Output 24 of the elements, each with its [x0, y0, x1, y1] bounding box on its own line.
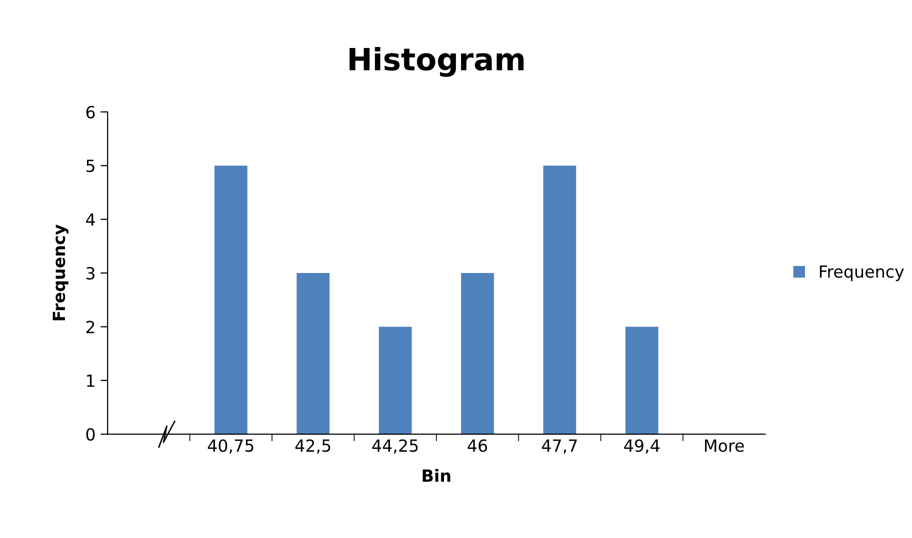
- y-tick-label: 6: [86, 106, 95, 118]
- x-tick-label: 40,75: [208, 439, 254, 454]
- x-axis-title: Bin: [422, 469, 450, 482]
- chart-title: Histogram: [350, 47, 524, 77]
- bar: [378, 326, 412, 434]
- x-tick-label: 44,25: [372, 439, 418, 454]
- y-tick-label: 3: [86, 266, 94, 280]
- bar: [296, 273, 330, 434]
- x-tick-label: More: [705, 440, 744, 452]
- x-tick-label: 46: [468, 439, 488, 452]
- y-tick-label: 1: [87, 374, 94, 387]
- y-tick-label: 5: [86, 160, 94, 172]
- y-tick-label: 2: [86, 320, 94, 334]
- bar: [625, 326, 658, 434]
- y-tick-label: 0: [86, 428, 95, 441]
- x-tick-label: 47,7: [542, 440, 577, 454]
- x-tick-label: 42,5: [295, 439, 330, 454]
- legend-label: Frequency: [820, 265, 904, 282]
- y-axis-title: Frequency: [52, 224, 69, 320]
- bar: [461, 273, 494, 434]
- y-tick-label: 4: [86, 214, 95, 226]
- bar: [214, 166, 248, 434]
- bar: [543, 166, 576, 434]
- x-tick-label: 49,4: [624, 439, 660, 454]
